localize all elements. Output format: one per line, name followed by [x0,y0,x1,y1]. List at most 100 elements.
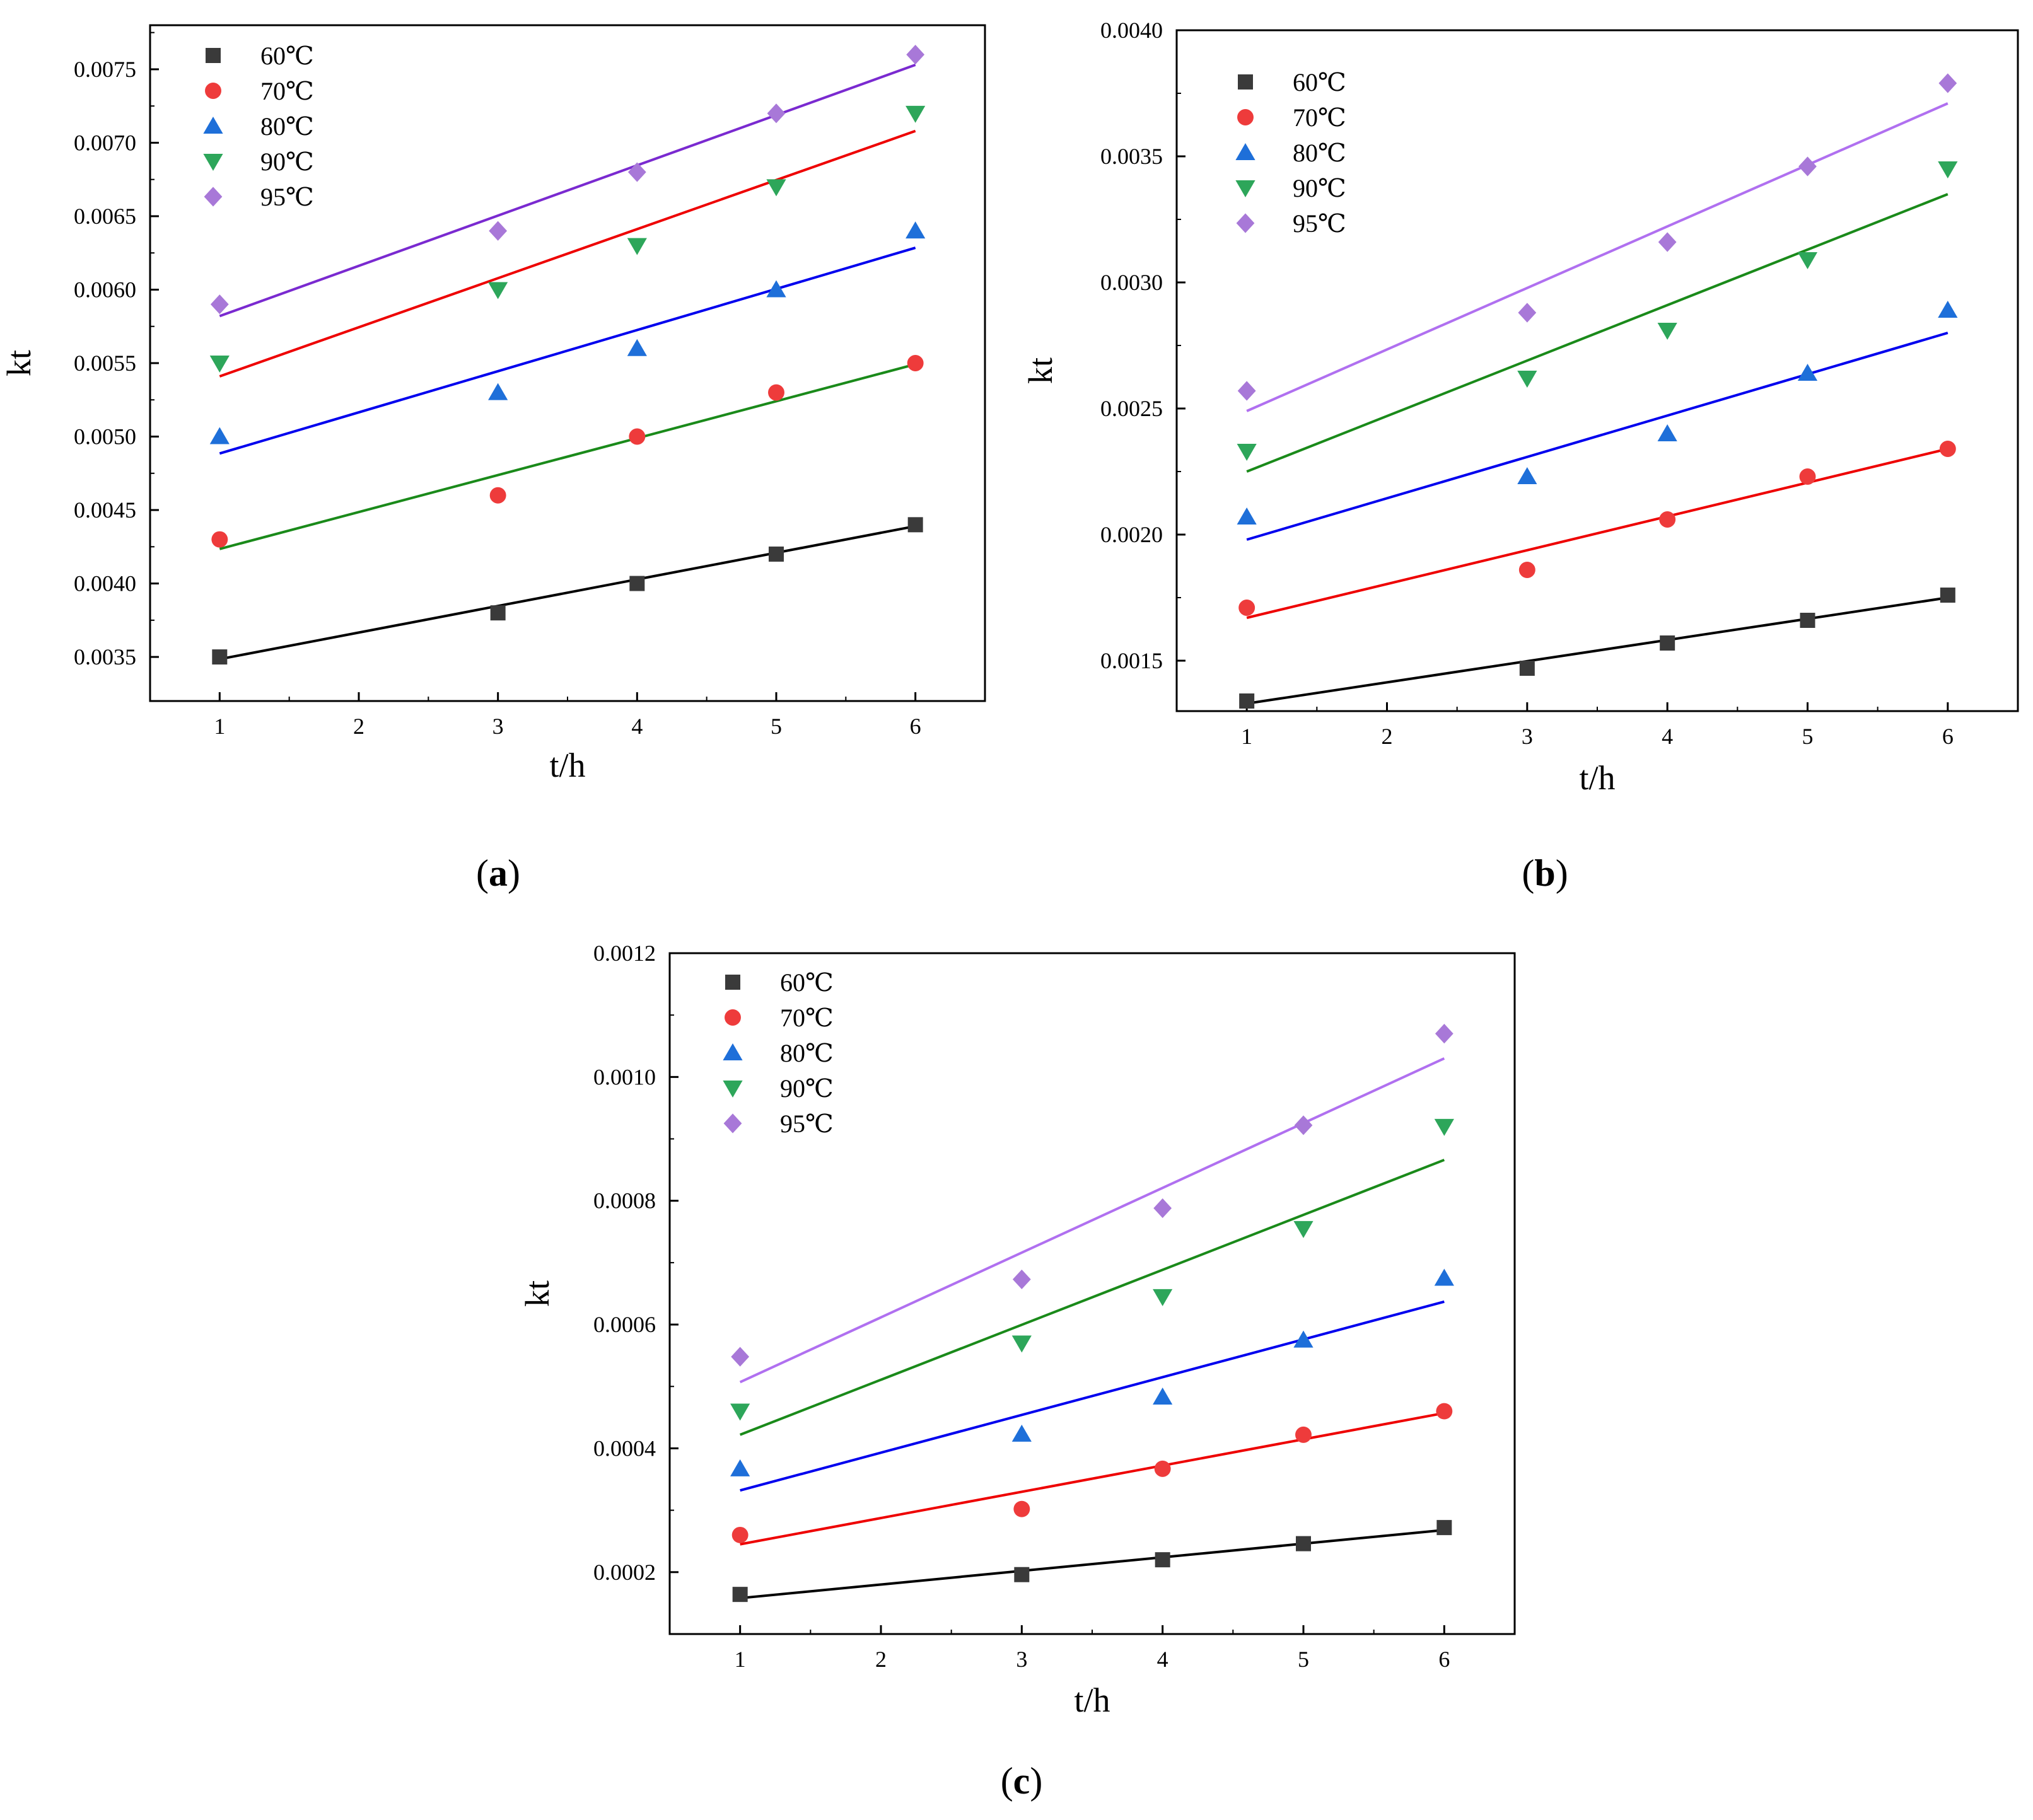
data-point [1518,562,1535,578]
legend-label: 95℃ [780,1110,834,1138]
fit-line [739,1057,1445,1384]
panel-caption-a: (a) [476,852,520,894]
legend-label: 80℃ [260,112,314,141]
legend-marker [205,83,221,99]
data-point [766,280,786,298]
y-tick-label: 0.0012 [593,941,656,966]
data-point [209,356,230,373]
x-tick-label: 5 [1802,724,1814,749]
data-point [766,179,786,197]
fit-line [219,362,916,550]
data-point [1938,73,1957,93]
y-tick-label: 0.0035 [74,644,136,669]
data-point [1517,371,1537,388]
x-axis-title: t/h [549,746,585,784]
plot-frame [1175,29,2019,712]
data-point [1238,600,1255,616]
data-point [1798,156,1817,177]
panel-caption-c: (c) [1001,1760,1043,1802]
y-tick-label: 0.0025 [1100,396,1163,421]
x-tick-label: 6 [1438,1647,1450,1672]
data-point [768,384,784,401]
data-point [627,238,647,255]
series-90 [730,1118,1454,1436]
x-tick-label: 2 [353,714,364,739]
legend-marker [206,48,221,63]
x-tick-label: 1 [214,714,225,739]
data-point [489,487,506,504]
fit-line [1246,596,1949,705]
legend-marker [203,154,223,171]
x-axis-title: t/h [1579,759,1615,797]
data-point [1153,1387,1173,1405]
data-point [907,355,924,371]
fit-line [1246,102,1949,412]
data-point [731,1526,749,1543]
fit-line [219,64,916,318]
x-tick-label: 5 [771,714,782,739]
chart-panel-c: 1 2 3 4 5 6 0.0002 0.0004 0.0006 0.0008 0.0010 0.00… [518,941,1516,1719]
y-tick-label: 0.0070 [74,130,136,155]
data-point [1940,588,1955,603]
y-tick-label: 0.0050 [74,424,136,449]
fit-line [739,1159,1445,1436]
data-point [1293,1330,1314,1348]
data-point [730,1403,750,1421]
chart-panel-a: 1 2 3 4 5 6 0.0035 0.0040 0.0045 0.0050 0.0055 0.00… [0,24,986,784]
y-tick-label: 0.0006 [593,1312,656,1337]
data-point [1797,252,1818,269]
y-tick-label: 0.0040 [1100,18,1163,43]
legend-marker [1237,109,1254,125]
fit-line [740,1529,1445,1600]
data-point [732,1587,748,1603]
legend-label: 70℃ [1293,103,1346,132]
data-point [489,221,508,241]
y-tick-label: 0.0035 [1100,144,1163,169]
series-60 [212,517,923,665]
data-point [1657,424,1677,441]
legend-label: 95℃ [260,183,314,211]
y-tick-label: 0.0075 [74,57,136,82]
series-80 [730,1268,1454,1492]
data-point [906,221,926,239]
data-point [1939,441,1956,457]
y-tick-label: 0.0045 [74,497,136,523]
chart-panel-b: 1 2 3 4 5 6 0.0015 0.0020 0.0025 0.0030 0.0035 0.00… [1022,18,2019,797]
data-point [210,294,229,315]
y-axis-title: kt [518,1280,556,1307]
data-point [1237,507,1257,525]
data-point [629,428,646,445]
x-tick-label: 3 [492,714,504,739]
data-point [1797,364,1818,381]
legend-label: 90℃ [780,1074,834,1103]
data-point [1938,301,1958,318]
data-point [1658,232,1677,252]
legend-label: 60℃ [780,968,834,997]
svg-text:(c): (c) [1001,1760,1043,1802]
fit-line [219,246,916,455]
data-point [1434,1268,1454,1286]
legend-marker [723,1081,743,1098]
fit-line [1246,193,1949,473]
y-axis-title: kt [1022,357,1059,384]
data-point [1435,1024,1453,1044]
fit-line [1246,332,1949,541]
data-point [1239,693,1255,709]
legend-marker [204,187,223,207]
data-point [211,531,228,548]
y-tick-label: 0.0008 [593,1188,656,1214]
y-tick-label: 0.0040 [74,571,136,596]
data-point [1237,444,1257,461]
data-point [1434,1118,1454,1136]
legend-marker [723,1043,743,1060]
legend-label: 95℃ [1293,209,1346,238]
legend-marker [1236,213,1255,233]
fit-line [740,1411,1445,1546]
series-95 [731,1024,1453,1384]
fit-line [1246,448,1949,619]
x-tick-label: 2 [875,1647,887,1672]
series-80 [209,221,926,455]
data-point [1296,1536,1311,1551]
legend-label: 80℃ [780,1039,834,1067]
y-tick-label: 0.0020 [1100,522,1163,547]
